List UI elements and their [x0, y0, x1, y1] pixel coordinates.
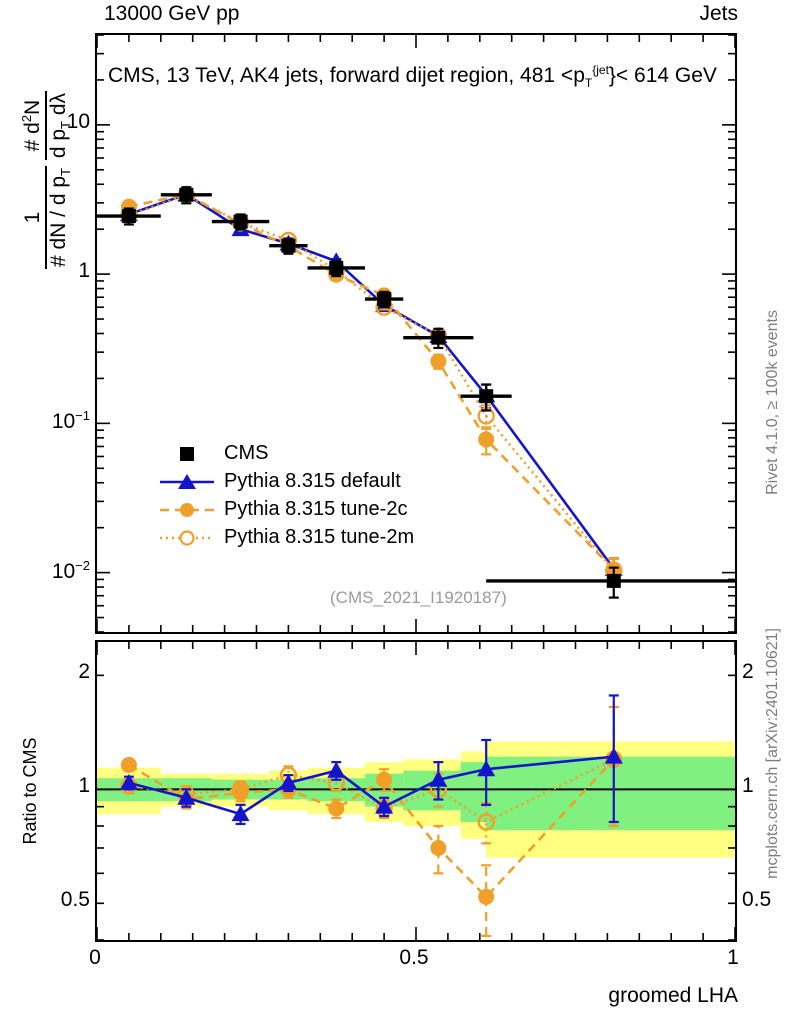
ratio-y-tick-label-right: 0.5	[742, 888, 772, 912]
plot-title-sup: {jet	[592, 63, 609, 77]
main-plot-canvas	[96, 34, 736, 633]
x-axis-title: groomed LHA	[608, 984, 738, 1007]
data-point-marker	[179, 187, 194, 202]
ratio-y-tick-label-right: 2	[742, 660, 754, 684]
legend-swatch	[180, 447, 194, 461]
legend-label: Pythia 8.315 tune-2c	[224, 498, 408, 520]
data-point-marker	[281, 238, 296, 253]
data-point-marker	[328, 800, 345, 817]
data-point-marker	[121, 209, 136, 224]
plot-title: CMS, 13 TeV, AK4 jets, forward dijet reg…	[108, 63, 717, 90]
header-category-label: Jets	[699, 2, 738, 25]
data-point-marker	[477, 813, 495, 831]
data-point-marker	[119, 773, 138, 790]
data-point-marker	[233, 214, 248, 229]
data-point-marker	[604, 747, 623, 764]
main-y-tick-label: 10−1	[51, 408, 90, 434]
data-point-marker	[478, 431, 495, 448]
uncertainty-band-inner	[486, 756, 735, 831]
data-point-marker	[231, 805, 250, 822]
header-beam-label: 13000 GeV pp	[104, 2, 240, 25]
analysis-id-watermark: (CMS_2021_I1920187)	[330, 588, 507, 607]
plot-title-suffix: }< 614 GeV	[608, 64, 717, 87]
plot-title-sub: T	[584, 76, 593, 91]
legend-item[interactable]: Pythia 8.315 tune-2c	[158, 496, 488, 524]
ratio-y-tick-label: 1	[78, 774, 90, 798]
data-point-marker	[431, 330, 446, 345]
y-title-den-1: # dN / d pT	[46, 168, 73, 268]
data-point-marker	[177, 788, 196, 805]
legend-key-circle-marker	[158, 496, 216, 524]
ratio-plot-panel	[95, 640, 737, 942]
legend-swatch	[160, 474, 214, 489]
legend-square-marker	[180, 447, 194, 461]
data-point-marker	[429, 770, 448, 787]
legend-label: Pythia 8.315 tune-2m	[224, 526, 415, 548]
legend-circle-marker	[180, 503, 194, 517]
legend-item[interactable]: CMS	[158, 440, 488, 468]
data-point-marker	[329, 260, 344, 275]
main-y-axis-title: 1 # dN / d pT # d2N d pT dλ	[19, 90, 74, 270]
data-point-marker	[606, 573, 621, 588]
plot-title-prefix: CMS, 13 TeV, AK4 jets, forward dijet reg…	[108, 64, 585, 87]
data-point-marker	[430, 839, 447, 856]
data-point-marker	[327, 761, 346, 778]
data-point-marker	[430, 353, 447, 370]
legend-triangle-marker	[178, 474, 196, 489]
ratio-y-tick-labels-left: 2 1 0.5	[0, 640, 90, 942]
ratio-plot-canvas	[96, 642, 736, 941]
data-point-marker	[376, 771, 393, 788]
legend-swatch	[160, 503, 214, 517]
y-title-num-1: 1	[20, 166, 47, 270]
data-point-marker	[120, 756, 137, 773]
data-point-marker	[375, 797, 394, 814]
legend-key-open-circle-marker	[158, 524, 216, 552]
rivet-version-caption: Rivet 4.1.0, ≥ 100k events	[764, 310, 781, 495]
ratio-y-tick-labels-right: 2 1 0.5	[742, 640, 786, 942]
legend-open-circle-marker	[179, 530, 195, 546]
series-line-dashed	[128, 758, 615, 899]
data-point-marker	[478, 888, 495, 905]
data-point-marker	[377, 292, 392, 307]
main-y-tick-label: 1	[78, 259, 90, 283]
data-point-marker	[232, 784, 249, 801]
y-title-den-2: d pT dλ	[47, 92, 74, 159]
ratio-y-tick-label: 2	[78, 660, 90, 684]
legend-key-square-marker	[158, 440, 216, 468]
data-point-marker	[479, 389, 494, 404]
main-y-tick-labels: 10 1 10−1 10−2	[0, 33, 90, 634]
x-tick-label: 1	[727, 946, 739, 969]
legend: CMS Pythia 8.315 default Pythia 8.315 tune…	[158, 440, 488, 552]
data-point-marker	[279, 773, 298, 790]
main-y-tick-label: 10−2	[51, 557, 90, 583]
legend-item[interactable]: Pythia 8.315 default	[158, 468, 488, 496]
ratio-y-axis-title: Ratio to CMS	[20, 737, 40, 845]
legend-item[interactable]: Pythia 8.315 tune-2m	[158, 524, 488, 552]
ratio-y-tick-label-right: 1	[742, 774, 754, 798]
legend-label: Pythia 8.315 default	[224, 470, 401, 492]
y-title-fraction-1: 1 # dN / d pT	[20, 166, 74, 270]
main-plot-panel	[95, 33, 737, 634]
series-line-dotted	[128, 758, 615, 824]
main-y-tick-label: 10	[66, 109, 90, 133]
ratio-y-tick-label: 0.5	[60, 888, 90, 912]
x-tick-label: 0	[89, 946, 101, 969]
y-title-fraction-2: # d2N d pT dλ	[19, 90, 74, 161]
x-tick-label: 0.5	[399, 946, 429, 969]
data-point-marker	[477, 760, 496, 777]
legend-label: CMS	[224, 442, 269, 464]
legend-key-triangle-marker	[158, 468, 216, 496]
y-title-num-2: # d2N	[19, 90, 48, 161]
legend-swatch	[160, 530, 214, 546]
